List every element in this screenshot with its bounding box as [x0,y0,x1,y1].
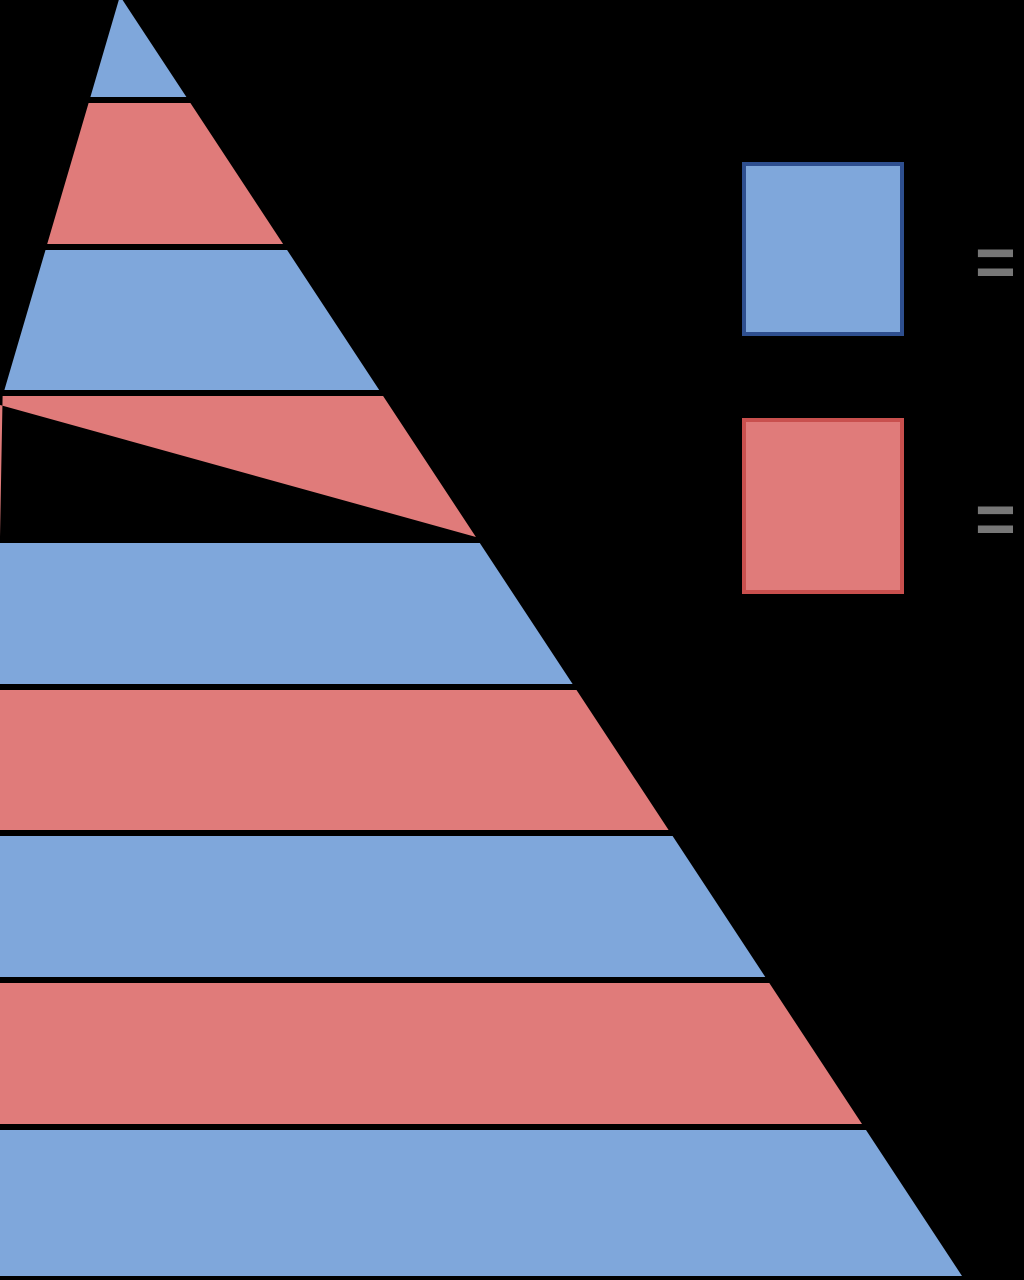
legend-equals-red: = [975,480,1016,558]
legend-swatch-red [742,418,904,594]
pyramid-stripe-3-blue [4,250,380,390]
pyramid-stripe-8-red [0,983,862,1124]
pyramid-stripe-9-blue [0,1130,962,1276]
legend-equals-blue: = [975,223,1016,301]
pyramid-stripe-4-red [0,396,476,537]
pyramid-stripe-1-blue [90,0,187,97]
legend-swatch-blue [742,162,904,336]
pyramid-stripe-2-red [47,103,284,244]
pyramid-stripe-5-blue [0,543,573,684]
pyramid-stripes [0,0,962,1276]
legend: = = [742,162,1016,594]
pyramid-stripe-7-blue [0,836,766,977]
pyramid-stripe-6-red [0,690,669,830]
